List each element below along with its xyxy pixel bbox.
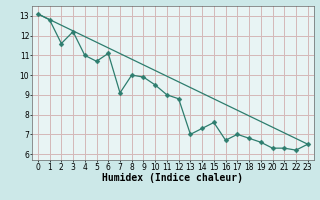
X-axis label: Humidex (Indice chaleur): Humidex (Indice chaleur)	[102, 173, 243, 183]
